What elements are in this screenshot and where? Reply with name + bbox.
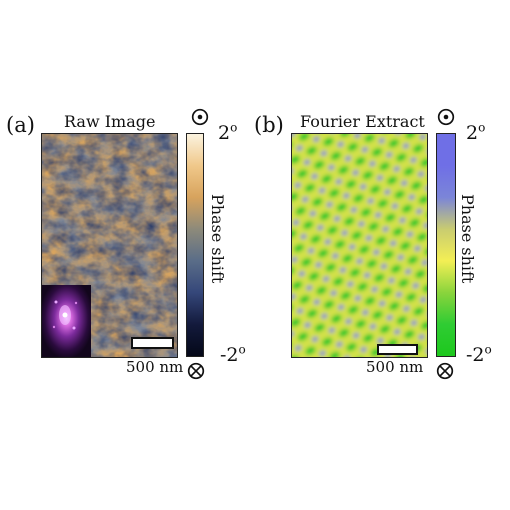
panel-a-title: Raw Image <box>64 112 156 131</box>
panel-b-bottom-tick: -2o <box>466 342 492 366</box>
panel-a-scale-text: 500 nm <box>126 358 184 376</box>
panel-b-scale-text: 500 nm <box>366 358 424 376</box>
panel-b-colorbar <box>436 133 456 357</box>
raw-image-texture <box>42 134 177 357</box>
cross-circle-icon <box>436 362 454 384</box>
dot-circle-icon <box>191 108 209 130</box>
cross-circle-icon <box>187 362 205 384</box>
panel-a-scale-bar <box>131 337 174 349</box>
fft-inset <box>42 285 91 357</box>
panel-a-colorbar-label: Phase shift <box>208 194 227 284</box>
panel-b-scale-bar <box>377 344 418 355</box>
panel-b-label: (b) <box>254 113 284 137</box>
panel-b-colorbar-label: Phase shift <box>458 194 477 284</box>
panel-b-top-tick: 2o <box>466 120 486 144</box>
dot-circle-icon <box>437 108 455 130</box>
raw-image <box>41 133 178 358</box>
panel-a-label: (a) <box>6 113 35 137</box>
panel-a-colorbar <box>186 133 204 357</box>
fourier-pattern <box>292 134 427 357</box>
fourier-image <box>291 133 428 358</box>
panel-a-top-tick: 2o <box>218 120 238 144</box>
panel-b-title: Fourier Extract <box>300 112 425 131</box>
panel-a-bottom-tick: -2o <box>220 342 246 366</box>
